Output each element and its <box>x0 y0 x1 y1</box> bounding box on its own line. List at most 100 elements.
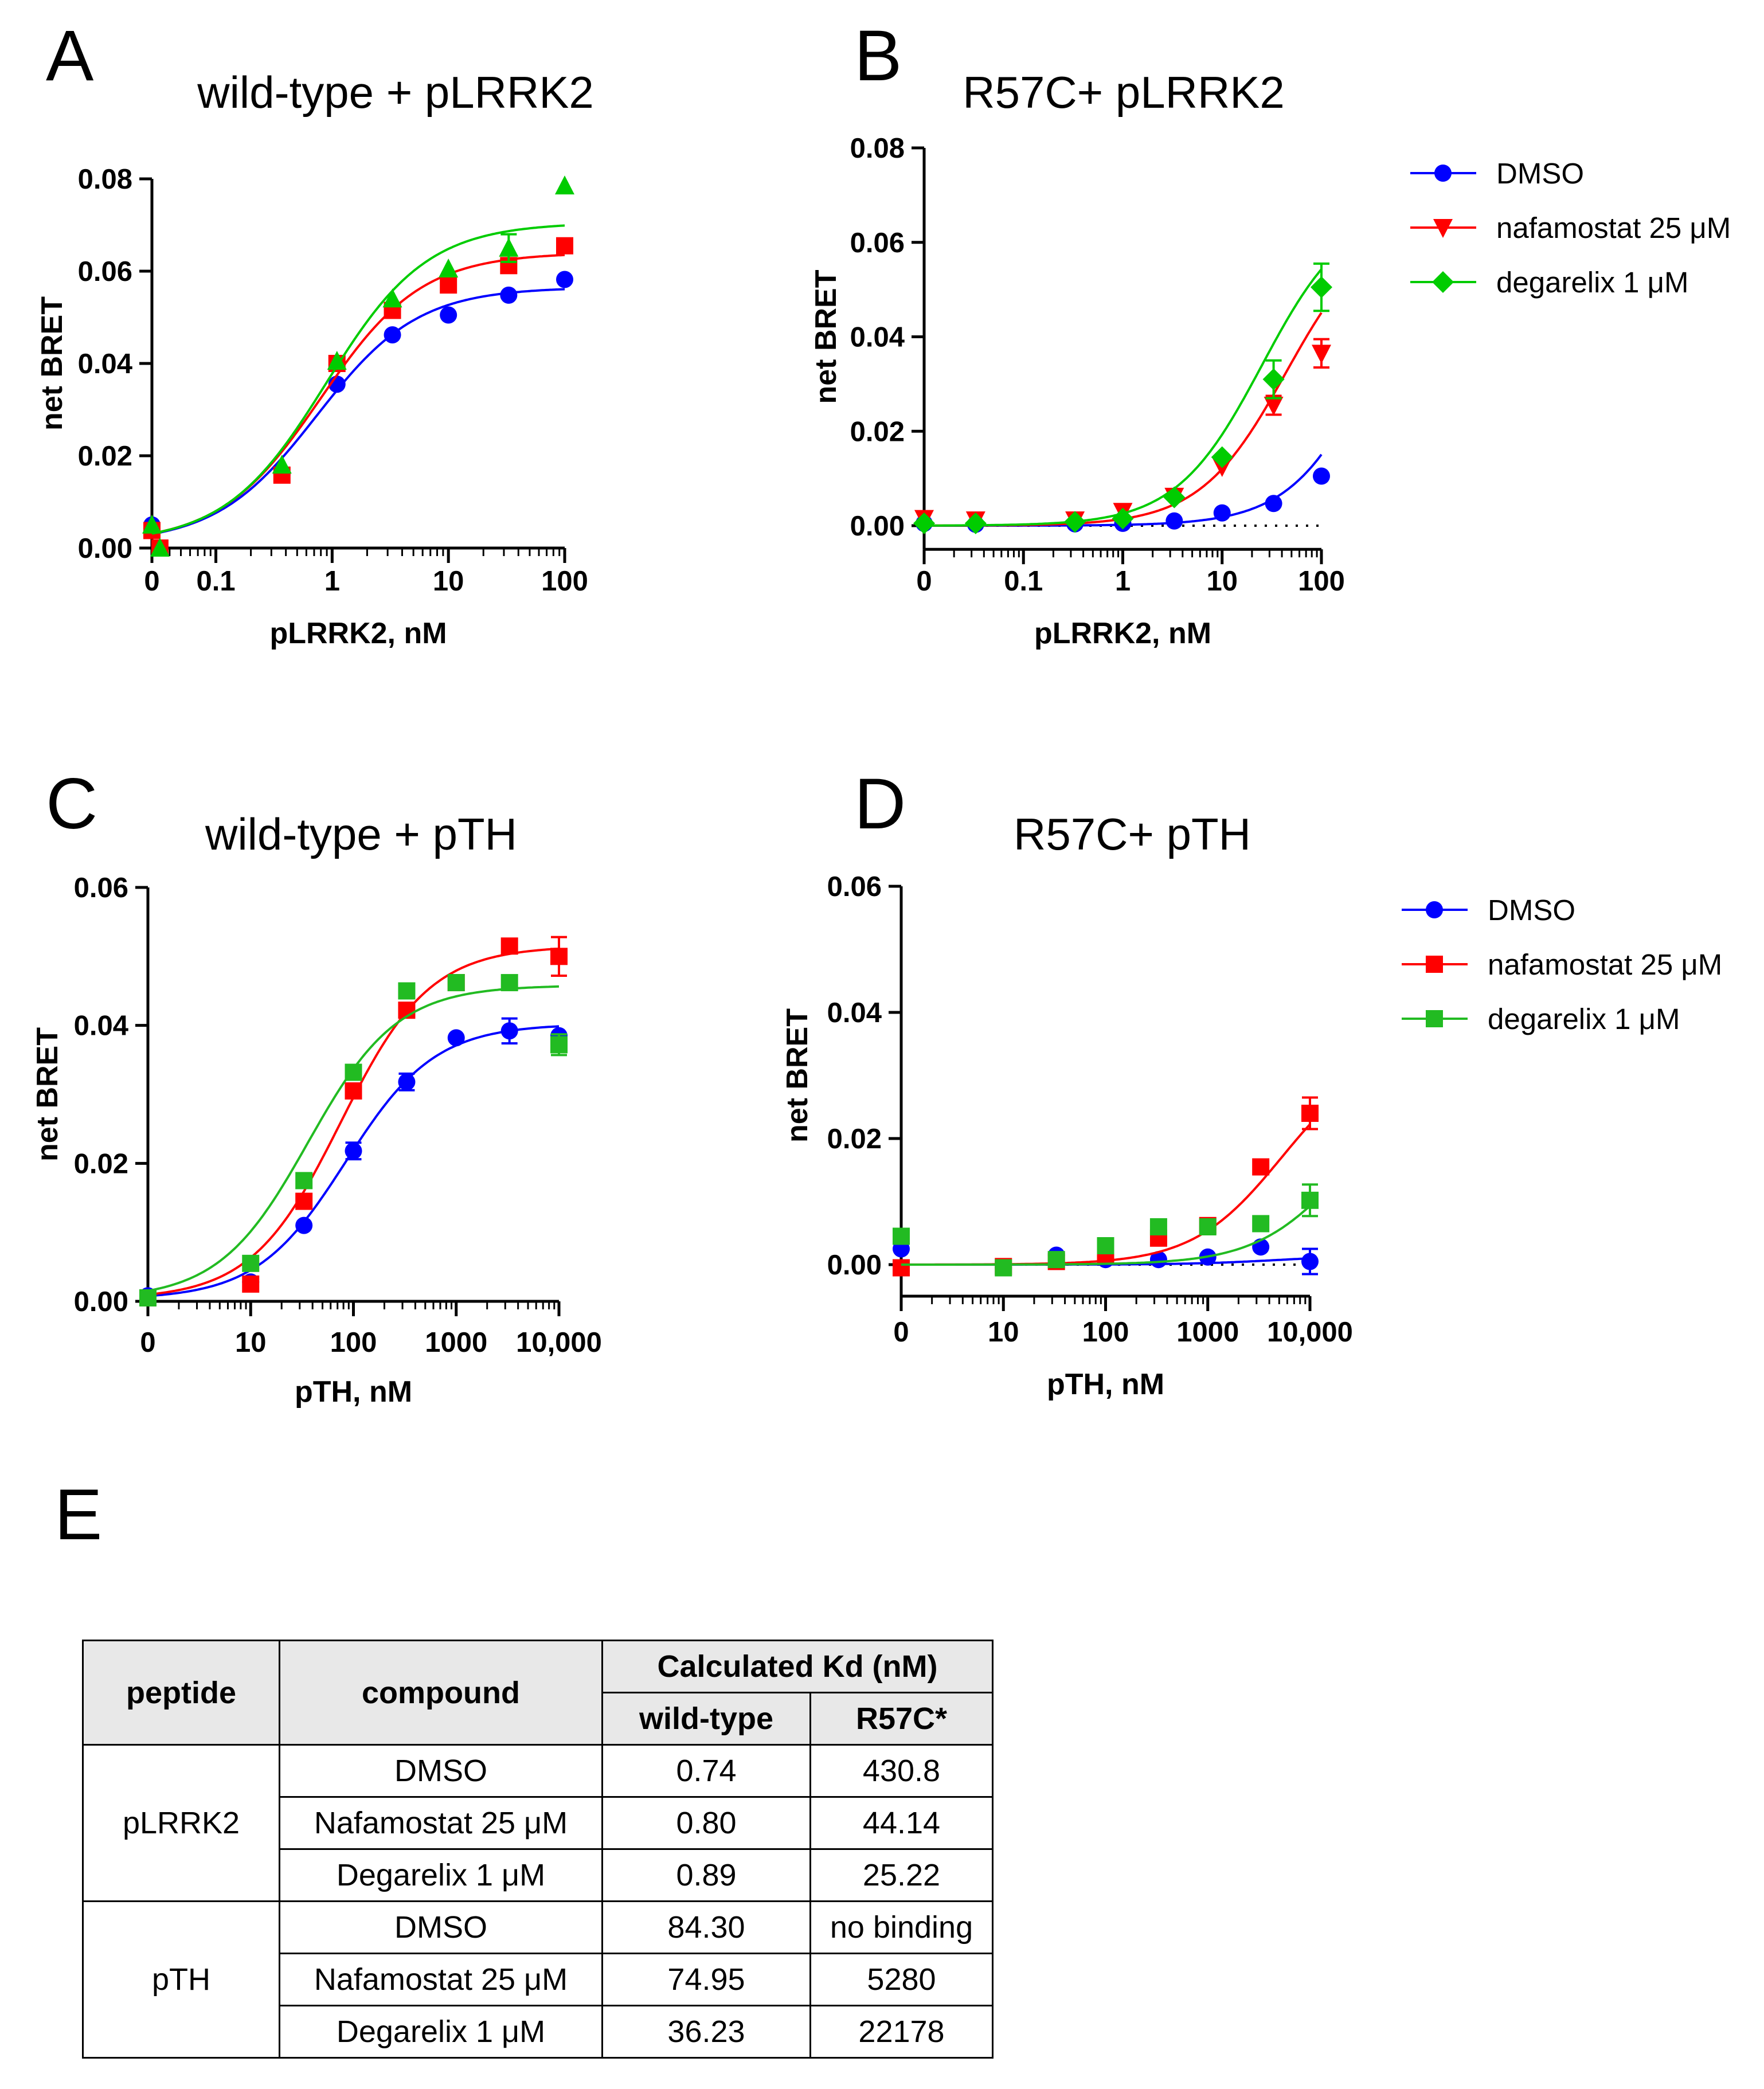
table-cell-wild-type: 84.30 <box>601 1900 811 1954</box>
x-tick-label: 0.1 <box>1004 566 1043 597</box>
table-cell-wild-type: 36.23 <box>601 2005 811 2059</box>
data-point <box>500 1022 518 1040</box>
table-cell-compound: DMSO <box>279 1744 603 1798</box>
data-point <box>500 286 518 304</box>
x-tick-label: 100 <box>1298 566 1345 597</box>
data-point <box>1213 504 1231 522</box>
y-tick-label: 0.04 <box>74 1011 128 1042</box>
panel-letter-a: A <box>46 16 94 96</box>
data-point <box>556 271 573 288</box>
fit-curve <box>924 312 1323 527</box>
y-tick-label: 0.02 <box>850 416 905 447</box>
y-tick-label: 0.06 <box>74 873 128 903</box>
chart-panel-a: wild-type + pLRRK2 0.00 0.02 0.04 0.06 0.08 ne… <box>36 67 594 650</box>
table-header-compound: compound <box>279 1640 603 1746</box>
x-tick-label: 0 <box>140 1327 155 1358</box>
data-point <box>327 350 347 370</box>
table-cell-r57c: 5280 <box>809 1953 994 2006</box>
data-point <box>1301 1191 1319 1209</box>
data-point <box>500 937 518 955</box>
data-point <box>499 237 519 257</box>
x-tick-label: 10 <box>988 1317 1019 1348</box>
data-point <box>382 288 402 308</box>
panel-letter-d: D <box>854 764 906 844</box>
x-tick-label: 10 <box>433 566 464 597</box>
legend-label: degarelix 1 μM <box>1496 266 1689 299</box>
y-tick-label: 0.00 <box>74 1286 128 1317</box>
data-point <box>142 514 162 534</box>
chart-title-d: R57C+ pTH <box>1014 809 1251 859</box>
data-point <box>556 237 573 255</box>
data-point <box>139 1289 157 1306</box>
data-point <box>242 1254 260 1272</box>
data-point <box>893 1227 910 1245</box>
table-cell-compound: Nafamostat 25 μM <box>279 1796 603 1850</box>
legend-marker <box>1433 219 1453 238</box>
table-cell-wild-type: 74.95 <box>601 1953 811 2006</box>
data-point <box>1313 467 1330 485</box>
x-tick-label: 100 <box>330 1327 377 1358</box>
data-point <box>550 1036 568 1054</box>
data-point <box>1311 276 1332 299</box>
table-row: pLRRK2 DMSO 0.74 430.8 <box>82 1744 994 1902</box>
data-point <box>295 1216 313 1234</box>
data-point <box>964 512 987 534</box>
table-header-wild-type: wild-type <box>601 1692 811 1746</box>
data-point <box>1211 446 1233 468</box>
data-point <box>447 974 465 992</box>
y-tick-label: 0.04 <box>827 997 882 1028</box>
legend-marker <box>1426 956 1443 973</box>
table-cell-compound: Degarelix 1 μM <box>279 1848 603 1902</box>
x-tick-label: 1 <box>324 566 340 597</box>
data-point <box>1064 511 1086 533</box>
y-tick-label: 0.02 <box>827 1124 882 1155</box>
data-point <box>345 1063 362 1081</box>
y-axis-title: net BRET <box>36 296 69 431</box>
data-point <box>440 306 457 324</box>
table-cell-wild-type: 0.80 <box>601 1796 811 1850</box>
x-tick-label: 10 <box>235 1327 267 1358</box>
legend-label: DMSO <box>1488 894 1575 926</box>
data-point <box>150 538 170 557</box>
data-point <box>384 326 401 344</box>
fit-curve <box>147 947 560 1296</box>
x-axis-title: pLRRK2, nM <box>1034 617 1211 650</box>
legend-label: DMSO <box>1496 157 1584 190</box>
legend-label: nafamostat 25 μM <box>1488 948 1722 981</box>
table-cell-r57c: 25.22 <box>809 1848 994 1902</box>
chart-title-b: R57C+ pLRRK2 <box>963 67 1284 118</box>
table-header-r57c: R57C* <box>809 1692 994 1746</box>
y-tick-label: 0.08 <box>850 133 905 164</box>
data-point <box>1301 1253 1319 1270</box>
fit-curve <box>924 268 1323 527</box>
x-tick-label: 1000 <box>1176 1317 1239 1348</box>
legend-marker <box>1426 901 1443 918</box>
data-point <box>345 1082 362 1100</box>
y-axis-title: net BRET <box>781 1008 814 1143</box>
fit-curve <box>151 288 565 535</box>
data-point <box>550 948 568 965</box>
data-point <box>1112 507 1134 530</box>
table-cell-compound: Nafamostat 25 μM <box>279 1953 603 2006</box>
table-row: Degarelix 1 μM 0.89 25.22 <box>83 1848 994 1902</box>
legend-b: DMSO nafamostat 25 μM degarelix 1 μM <box>1410 157 1731 299</box>
y-tick-label: 0.02 <box>74 1148 128 1179</box>
data-point <box>398 1073 416 1091</box>
table-cell-wild-type: 0.89 <box>601 1848 811 1902</box>
table-cell-r57c: 430.8 <box>809 1744 994 1798</box>
data-point <box>1149 1251 1167 1269</box>
table-cell-compound: DMSO <box>279 1900 603 1954</box>
data-point <box>893 1259 910 1277</box>
panel-letter-e: E <box>54 1475 103 1555</box>
x-tick-label: 10,000 <box>1267 1317 1353 1348</box>
y-tick-label: 0.06 <box>850 228 905 259</box>
table-cell-compound: Degarelix 1 μM <box>279 2005 603 2059</box>
x-tick-label: 100 <box>1082 1317 1129 1348</box>
legend-d: DMSO nafamostat 25 μM degarelix 1 μM <box>1402 894 1722 1035</box>
table-cell-r57c: 22178 <box>809 2005 994 2059</box>
table-cell-peptide: pTH <box>82 1900 280 2059</box>
data-point <box>1149 1218 1167 1235</box>
data-point <box>555 175 574 195</box>
data-point <box>1264 396 1284 416</box>
data-point <box>242 1275 260 1293</box>
